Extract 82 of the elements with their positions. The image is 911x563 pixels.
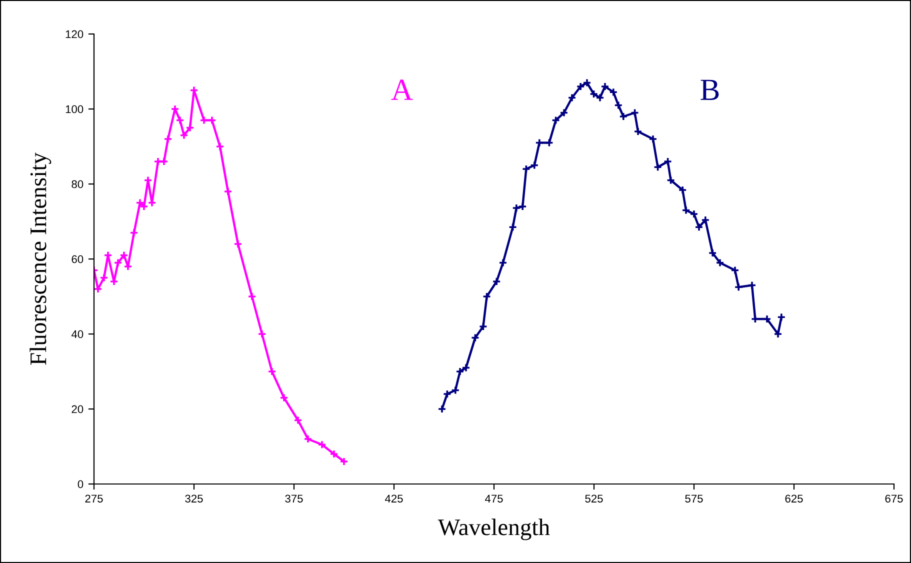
point xyxy=(734,282,743,292)
point xyxy=(186,123,194,132)
point xyxy=(120,250,128,260)
point xyxy=(280,393,288,402)
x-tick-label: 425 xyxy=(384,494,403,503)
point xyxy=(630,108,640,118)
point xyxy=(208,116,216,125)
point xyxy=(694,222,704,232)
x-tick-label: 575 xyxy=(685,494,703,503)
point xyxy=(535,138,544,148)
point xyxy=(330,450,338,458)
y-tick-label: 40 xyxy=(71,330,84,338)
point xyxy=(701,216,710,224)
point xyxy=(94,284,102,294)
x-tick-label: 375 xyxy=(285,494,303,503)
point xyxy=(268,367,276,376)
point xyxy=(568,93,576,102)
y-tick-label: 120 xyxy=(66,30,84,38)
point xyxy=(678,186,687,194)
y-axis-title: Fluorescence Intensity xyxy=(30,152,52,365)
y-tick-label: 100 xyxy=(66,105,84,114)
point xyxy=(648,134,658,144)
point xyxy=(716,258,724,268)
y-tick-label: 60 xyxy=(72,255,84,264)
point xyxy=(508,222,518,232)
point xyxy=(478,322,488,331)
point xyxy=(530,160,539,170)
point xyxy=(130,228,138,238)
point xyxy=(666,176,676,185)
x-axis-title: Wavelength xyxy=(438,518,550,540)
x-tick-label: 275 xyxy=(85,494,103,503)
x-tick-label: 475 xyxy=(484,494,503,503)
point xyxy=(492,277,501,286)
point xyxy=(774,330,782,338)
point xyxy=(176,116,184,125)
point xyxy=(318,440,326,449)
point xyxy=(690,210,698,218)
x-tick-label: 525 xyxy=(585,494,603,503)
y-tick-label: 80 xyxy=(72,180,84,188)
point xyxy=(544,138,554,148)
point xyxy=(442,390,452,398)
point xyxy=(164,134,172,144)
point xyxy=(136,198,144,208)
point xyxy=(248,292,256,301)
point xyxy=(234,240,242,248)
point xyxy=(294,416,302,425)
y-tick-label: 20 xyxy=(72,405,84,414)
point xyxy=(100,273,108,282)
point xyxy=(748,280,756,290)
point xyxy=(730,266,740,275)
point xyxy=(451,386,460,395)
point xyxy=(304,434,312,444)
point xyxy=(200,116,208,125)
point xyxy=(498,258,508,268)
point xyxy=(180,130,188,140)
point xyxy=(600,82,610,91)
x-tick-label: 675 xyxy=(885,494,903,503)
point xyxy=(708,248,717,258)
point xyxy=(614,100,623,110)
point xyxy=(663,157,672,166)
point xyxy=(551,116,560,125)
point xyxy=(560,108,568,118)
point xyxy=(619,112,628,121)
point xyxy=(522,164,531,174)
annotation: A xyxy=(391,80,413,100)
x-tick-label: 625 xyxy=(785,494,803,503)
point xyxy=(140,202,148,211)
point xyxy=(470,333,480,342)
point xyxy=(682,206,690,215)
x-tick-label: 325 xyxy=(185,494,203,503)
point xyxy=(224,187,232,196)
y-tick-label: 0 xyxy=(78,480,84,488)
point xyxy=(596,93,604,102)
point xyxy=(114,258,122,268)
point xyxy=(258,330,266,338)
point xyxy=(653,162,662,172)
point xyxy=(609,88,618,96)
annotation: B xyxy=(700,80,719,100)
point xyxy=(482,292,492,301)
point xyxy=(589,90,598,98)
point xyxy=(634,127,642,136)
point xyxy=(216,142,224,151)
